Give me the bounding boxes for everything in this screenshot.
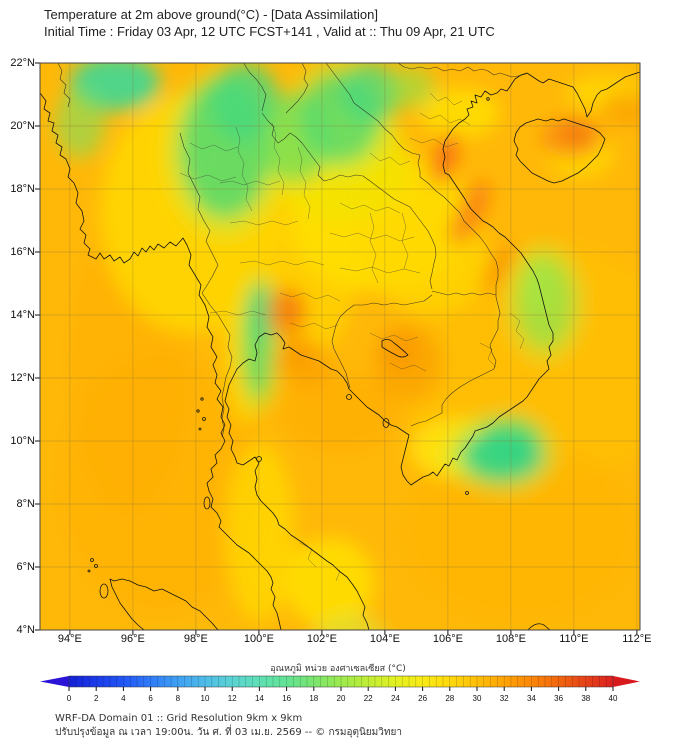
lon-tick-label: 98°E [183,633,208,645]
hainan-island-coast [513,118,606,184]
colorbar-gradient [69,676,613,687]
mainland-coast [40,71,640,630]
coastlines [40,71,640,630]
page-title: Temperature at 2m above ground(°C) - [Da… [44,7,378,22]
colorbar-tick-label: 30 [472,694,482,703]
colorbar-tick-label: 28 [445,694,455,703]
title-block: Temperature at 2m above ground(°C) - [Da… [44,6,495,40]
colorbar-tick-label: 18 [309,694,319,703]
colorbar-tick-label: 36 [554,694,564,703]
tonkin-islet [486,97,490,101]
lon-tick-label: 112°E [622,633,652,645]
lat-tick-label: 20°N [10,120,35,132]
lat-tick-label: 8°N [16,498,35,510]
sumatra-coast [109,578,219,630]
lon-tick-label: 110°E [559,633,589,645]
colorbar-canvas [40,675,640,691]
lat-tick-label: 18°N [10,183,35,195]
condao-island [465,491,469,495]
samui-island [256,456,262,462]
lon-tick-label: 104°E [369,633,400,645]
mergui-islet [198,427,202,431]
colorbar-tick-label: 34 [526,694,536,703]
lat-tick-label: 12°N [10,372,35,384]
colorbar-tick-label: 24 [390,694,400,703]
graticule [40,63,640,630]
axis-ticks [35,62,638,635]
phuquoc-island [382,418,390,428]
andaman-islet [87,569,91,573]
colorbar-tick-label: 8 [175,694,181,703]
lat-tick-label: 10°N [10,435,35,447]
country-borders [57,63,527,438]
lon-tick-label: 108°E [495,633,526,645]
footer-update-info: ปรับปรุงข้อมูล ณ เวลา 19:00น. วัน ศ. ที่… [55,727,402,738]
lon-tick-label: 102°E [306,633,337,645]
lat-tick-label: 22°N [10,57,35,69]
weh-island [99,583,109,599]
kohchang-island [346,394,352,400]
colorbar-tick-label: 40 [608,694,618,703]
colorbar-tick-label: 0 [66,694,72,703]
mergui-islet [200,397,204,401]
map-frame [39,62,641,631]
colorbar-tick-label: 38 [581,694,591,703]
colorbar-segment-lines [75,676,607,687]
lat-tick-label: 16°N [10,246,35,258]
lon-tick-label: 106°E [432,633,463,645]
colorbar [40,675,640,695]
footer: WRF-DA Domain 01 :: Grid Resolution 9km … [55,712,402,740]
colorbar-tick-label: 4 [121,694,126,703]
colorbar-right-arrow [613,676,640,687]
lon-tick-label: 94°E [57,633,82,645]
borneo-tip-coast [527,623,551,630]
colorbar-tick-label: 22 [363,694,373,703]
andaman-islet [90,558,94,562]
colorbar-left-arrow [40,676,69,687]
footer-domain-info: WRF-DA Domain 01 :: Grid Resolution 9km … [55,713,303,724]
mergui-islet [196,409,200,413]
lat-tick-label: 6°N [16,561,35,573]
lat-axis: 22°N 20°N 18°N 16°N 14°N 12°N 10°N 8°N 6°N 4°N [0,0,40,700]
lon-tick-label: 100°E [243,633,274,645]
temperature-map [35,62,641,635]
map-canvas [35,62,641,635]
phuket-island [203,496,211,510]
lon-tick-label: 96°E [120,633,145,645]
colorbar-tick-label: 32 [499,694,509,703]
colorbar-tick-label: 12 [227,694,237,703]
colorbar-tick-label: 26 [418,694,428,703]
colorbar-tick-label: 14 [254,694,264,703]
colorbar-ticks [68,687,614,691]
page-subtitle: Initial Time : Friday 03 Apr, 12 UTC FCS… [44,24,495,39]
mergui-islet [202,417,206,421]
province-borders [179,92,525,582]
andaman-islet [94,564,98,568]
tonlesap-lake [381,339,409,358]
lat-tick-label: 4°N [16,624,35,636]
colorbar-tick-label: 20 [336,694,346,703]
colorbar-tick-label: 16 [282,694,292,703]
colorbar-tick-label: 2 [93,694,99,703]
colorbar-tick-label: 10 [200,694,210,703]
colorbar-tick-label: 6 [148,694,153,703]
temperature-field [40,63,640,630]
colorbar-label: อุณหภูมิ หน่วย องศาเซลเซียส (°C) [270,664,406,674]
lat-tick-label: 14°N [10,309,35,321]
